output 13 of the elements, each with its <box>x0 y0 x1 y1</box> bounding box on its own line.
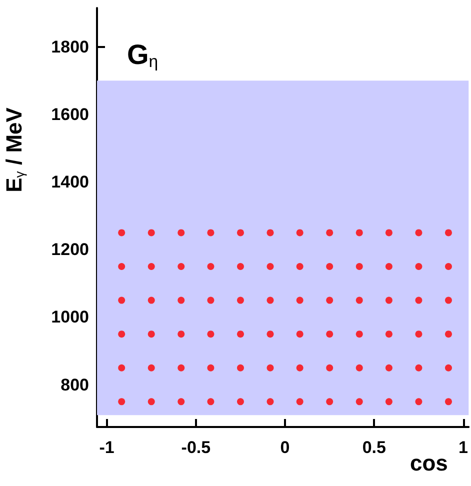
x-tick-label: -0.5 <box>181 438 211 457</box>
y-tick-label: 1600 <box>51 104 89 124</box>
x-tick-label: 0 <box>280 438 290 457</box>
x-tick-label: 0.5 <box>362 438 386 457</box>
x-axis-title: cos <box>410 450 448 476</box>
y-tick-label: 1400 <box>51 172 89 192</box>
x-tick-label: -1 <box>99 438 114 457</box>
y-tick-label: 1800 <box>51 37 89 56</box>
y-axis-title: Eγ / MeV <box>2 107 27 192</box>
y-tick-label: 800 <box>60 375 89 394</box>
x-tick-label: 1 <box>458 438 468 457</box>
y-tick-label: 1000 <box>51 308 89 327</box>
y-tick-label: 1200 <box>51 240 89 260</box>
